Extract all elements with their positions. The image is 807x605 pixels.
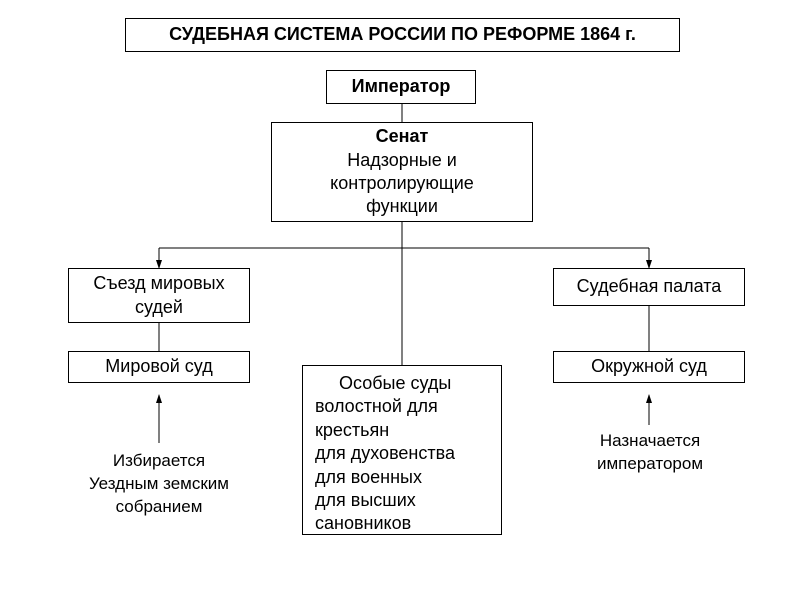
- special-line-3: для военных: [315, 466, 422, 489]
- caption-right-0: Назначается: [575, 430, 725, 453]
- congress-line-0: Съезд мировых: [93, 272, 224, 295]
- special-line-1: крестьян: [315, 419, 389, 442]
- caption-left-1: Уездным земским: [68, 473, 250, 496]
- node-senate: Сенат Надзорные и контролирующие функции: [271, 122, 533, 222]
- node-chamber: Судебная палата: [553, 268, 745, 306]
- senate-line-2: функции: [366, 195, 438, 218]
- title-text: СУДЕБНАЯ СИСТЕМА РОССИИ ПО РЕФОРМЕ 1864 …: [169, 23, 636, 46]
- node-special: Особые суды волостной для крестьян для д…: [302, 365, 502, 535]
- mirovoy-line-0: Мировой суд: [105, 355, 212, 378]
- node-emperor: Император: [326, 70, 476, 104]
- node-mirovoy: Мировой суд: [68, 351, 250, 383]
- senate-label: Сенат: [376, 125, 429, 148]
- special-line-0: волостной для: [315, 395, 438, 418]
- caption-left: Избирается Уездным земским собранием: [68, 450, 250, 519]
- node-okruzhnoy: Окружной суд: [553, 351, 745, 383]
- diagram-title: СУДЕБНАЯ СИСТЕМА РОССИИ ПО РЕФОРМЕ 1864 …: [125, 18, 680, 52]
- caption-right-1: императором: [575, 453, 725, 476]
- chamber-line-0: Судебная палата: [577, 275, 722, 298]
- caption-right: Назначается императором: [575, 430, 725, 476]
- senate-line-1: контролирующие: [330, 172, 474, 195]
- special-line-2: для духовенства: [315, 442, 455, 465]
- caption-left-2: собранием: [68, 496, 250, 519]
- special-line-4: для высших: [315, 489, 416, 512]
- caption-left-0: Избирается: [68, 450, 250, 473]
- special-line-5: сановников: [315, 512, 411, 535]
- special-title: Особые суды: [315, 372, 451, 395]
- node-congress: Съезд мировых судей: [68, 268, 250, 323]
- congress-line-1: судей: [135, 296, 183, 319]
- okruzhnoy-line-0: Окружной суд: [591, 355, 707, 378]
- emperor-label: Император: [352, 75, 451, 98]
- senate-line-0: Надзорные и: [347, 149, 457, 172]
